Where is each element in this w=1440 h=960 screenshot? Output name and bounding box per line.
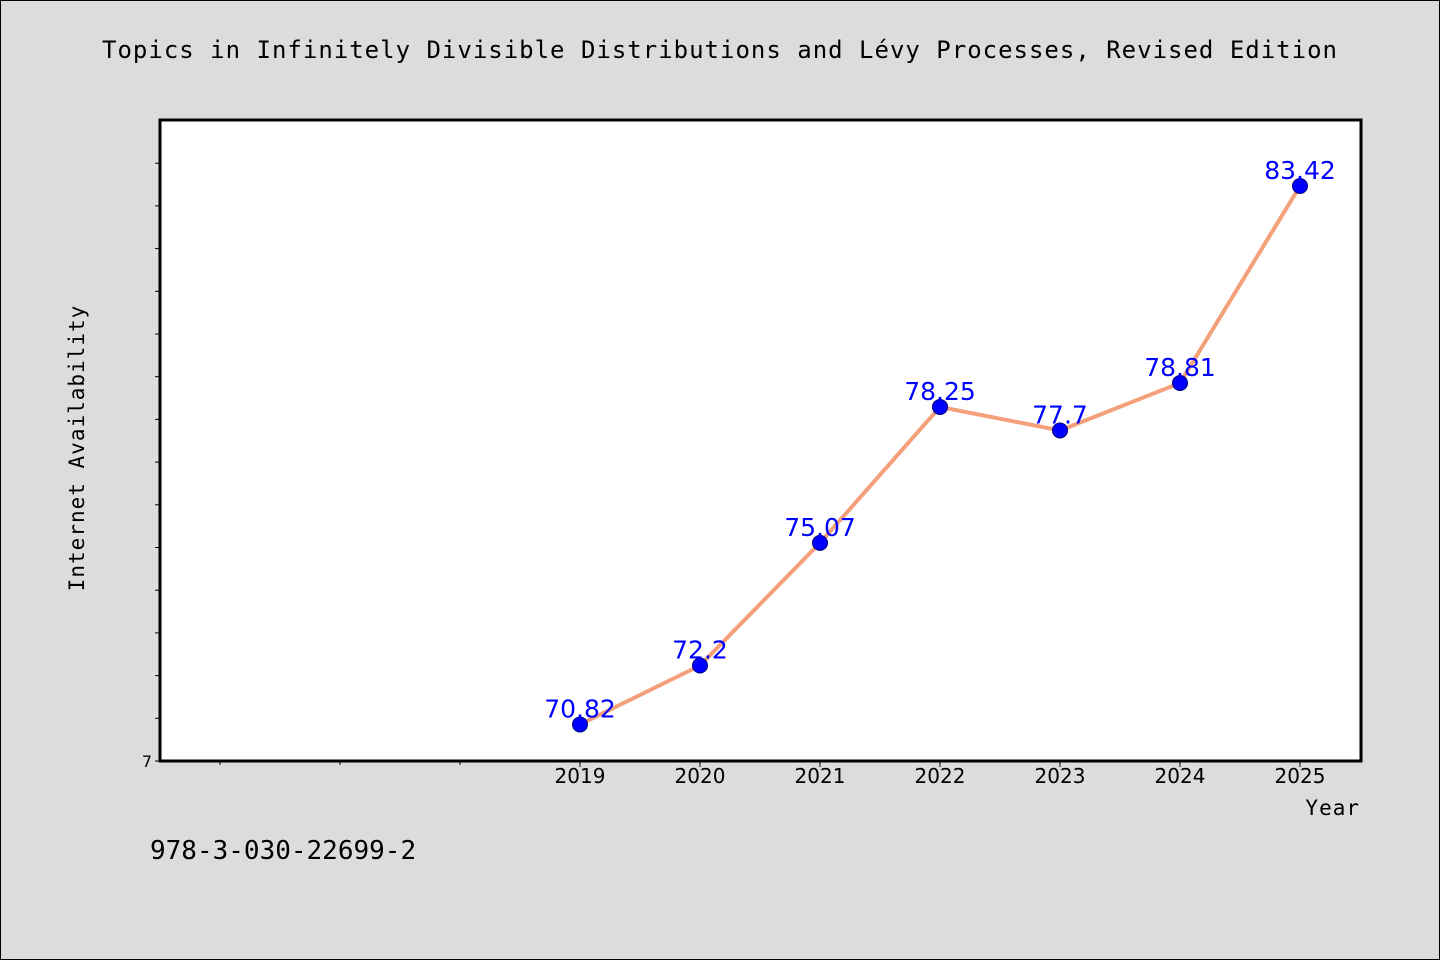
x-tick-label: 2019 [555, 764, 606, 788]
x-tick-label: 2020 [675, 764, 726, 788]
y-tick-label: 7 [142, 752, 152, 771]
data-label: 83.42 [1264, 156, 1336, 185]
plot-border [158, 118, 1363, 763]
data-point [1292, 178, 1308, 195]
data-point [572, 716, 588, 733]
data-label: 77.7 [1032, 400, 1088, 429]
plot-area [160, 120, 1361, 761]
x-tick-label: 2024 [1155, 764, 1206, 788]
data-label: 78.81 [1144, 353, 1216, 382]
data-label: 75.07 [784, 513, 856, 542]
x-tick-label: 2025 [1275, 764, 1326, 788]
x-tick-label: 2021 [795, 764, 846, 788]
data-label: 70.82 [544, 694, 616, 723]
data-point [1172, 375, 1188, 392]
data-point [692, 657, 708, 674]
x-axis-label: Year [1305, 796, 1360, 820]
data-point [1052, 422, 1068, 439]
data-label: 72.2 [672, 635, 728, 664]
isbn-text: 978-3-030-22699-2 [150, 836, 417, 866]
data-label: 78.25 [904, 377, 976, 406]
x-tick-label: 2022 [915, 764, 966, 788]
data-point [812, 534, 828, 551]
data-point [932, 398, 948, 415]
chart-title: Topics in Infinitely Divisible Distribut… [102, 36, 1338, 64]
x-tick-label: 2023 [1035, 764, 1086, 788]
